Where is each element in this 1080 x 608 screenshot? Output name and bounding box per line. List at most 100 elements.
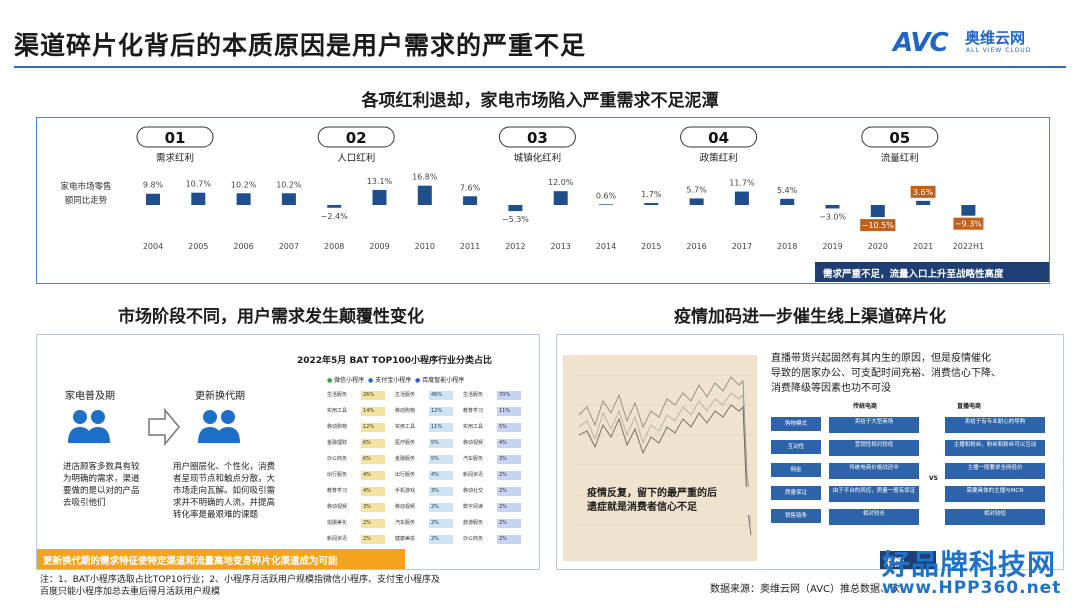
bar-2007	[281, 193, 296, 205]
industry-share: 12%	[361, 423, 385, 432]
description-line: 直播带货兴起固然有其内生的原因，但是疫情催化	[771, 353, 991, 364]
industry-name: 汽车服务	[395, 520, 416, 526]
industry-share: 12%	[429, 407, 453, 416]
industry-share: 5%	[429, 439, 453, 448]
bar-2017	[734, 191, 749, 205]
value-label: −5.3%	[502, 215, 529, 224]
industry-share: 70%	[497, 391, 521, 400]
highlight-label-bg	[910, 185, 936, 198]
retail-growth-chart: 9.8% 2004 10.7% 2005 10.2% 2006 10.2% 2007 −2.4%…	[136, 126, 984, 251]
milestone-label: 人口红利	[337, 152, 375, 164]
value-label: 16.8%	[412, 173, 438, 182]
industry-name: 移动视频	[395, 504, 416, 510]
year-tick: 2017	[732, 242, 752, 251]
industry-share: 2%	[497, 519, 521, 528]
stage2-desc-line: 市场走向瓦解。如何吸引需	[173, 486, 276, 496]
industry-name: 移动社交	[463, 488, 484, 494]
bar-2021	[916, 200, 931, 205]
year-tick: 2016	[686, 242, 706, 251]
baidu-legend-icon: ●	[415, 377, 421, 384]
stage2-desc-line: 用户圈层化、个性化，消费	[173, 462, 276, 472]
bar-2015	[644, 203, 659, 205]
industry-share: 2%	[497, 471, 521, 480]
industry-name: 拍摄美化	[327, 520, 348, 526]
year-tick: 2021	[913, 242, 933, 251]
section3-title: 疫情加码进一步催生线上渠道碎片化	[674, 307, 946, 327]
watermark-text: 好品牌科技网	[882, 548, 1057, 581]
industry-name: 教育学习	[327, 488, 348, 494]
update-stage-banner: 更新换代期的需求特征使特定渠道和流量高地变身碎片化渠道成为可能	[37, 549, 405, 569]
watermark-url: www.HPP360.net	[882, 578, 1062, 598]
stage2-desc-line: 转化率是最艰难的课题	[173, 510, 259, 520]
description-line: 导致的居家办公、可支配时间充裕、消费信心下降、	[771, 368, 1001, 379]
industry-name: 移动购物	[395, 408, 416, 414]
avc-logo: AVC	[893, 28, 949, 58]
value-label: 11.7%	[729, 179, 755, 188]
milestone-label: 政策红利	[700, 152, 738, 164]
stage1-desc-line: 要做的是以对的产品	[63, 486, 140, 496]
value-label: 3.6%	[913, 188, 934, 197]
milestone-number: 01	[165, 129, 186, 147]
industry-name: 移动视频	[463, 440, 484, 446]
industry-name: 数字阅读	[463, 504, 484, 510]
livestream-cell: 卖给于有专业耐心的导购	[945, 417, 1045, 433]
miniapp-table: 生活服务 26% 生活服务 46% 生活服务 70% 实用工具 14% 移动购物 12% 教育学习 1…	[327, 391, 527, 551]
industry-share: 46%	[429, 391, 453, 400]
arrow-right-icon	[148, 407, 180, 447]
industry-name: 出行服务	[395, 472, 416, 478]
year-tick: 2015	[641, 242, 661, 251]
legend-wechat: 微信小程序	[334, 377, 365, 384]
legend-alipay: 支付宝小程序	[375, 377, 412, 384]
year-tick: 2018	[777, 242, 797, 251]
logo-chinese-name: 奥维云网	[965, 29, 1026, 47]
milestone-number: 05	[889, 129, 910, 147]
milestone-label: 需求红利	[156, 152, 194, 164]
bar-2018	[780, 198, 795, 205]
traditional-cell: 由于平台的风控，质量一般有保证	[829, 486, 919, 502]
pandemic-panel: 疫情反复，留下的最严重的后 遗症就是消费者信心不足 直播带货兴起固然有其内生的原…	[556, 334, 1064, 570]
milestone-number: 02	[346, 129, 367, 147]
stage1-desc-line: 去吸引他们	[63, 498, 106, 508]
chart-panel	[36, 117, 1050, 284]
industry-name: 医疗服务	[395, 440, 416, 446]
value-label: 10.2%	[276, 180, 302, 189]
stage2-description: 用户圈层化、个性化，消费 者呈现节点和触点分散，大 市场走向瓦解。如何吸引需 求…	[173, 461, 298, 521]
industry-name: 办公商务	[463, 536, 484, 542]
industry-share: 6%	[361, 455, 385, 464]
industry-name: 实用工具	[463, 424, 484, 430]
pandemic-banner-clip: 疫情	[880, 551, 936, 569]
industry-name: 教育学习	[463, 408, 484, 414]
value-label: 10.7%	[186, 180, 212, 189]
value-label: 5.7%	[686, 185, 707, 194]
industry-name: 移动购物	[327, 424, 348, 430]
bar-2011	[463, 196, 478, 205]
milestone-number: 04	[708, 129, 729, 147]
section1-title: 各项红利退却，家电市场陷入严重需求不足泥潭	[361, 91, 719, 111]
value-label: 10.2%	[231, 180, 257, 189]
industry-share: 2%	[497, 535, 521, 544]
industry-share: 4%	[361, 487, 385, 496]
milestone-label: 城镇化红利	[514, 152, 562, 164]
miniapp-table-title: 2022年5月 BAT TOP100小程序行业分类占比	[297, 356, 493, 366]
livestream-cell: 主播和粉丝，粉丝和粉丝可以互动	[945, 440, 1045, 456]
industry-name: 实用工具	[395, 424, 416, 430]
industry-share: 2%	[429, 535, 453, 544]
livestream-cell: 需要具体的主播与MCN	[945, 486, 1045, 502]
consumer-confidence-chart	[563, 355, 757, 561]
compare-row-label: 销售链条	[771, 509, 821, 523]
traditional-cell: 相对较长	[829, 509, 919, 525]
legend-baidu: 百度智能小程序	[422, 377, 465, 384]
industry-share: 11%	[497, 407, 521, 416]
industry-share: 3%	[497, 455, 521, 464]
industry-share: 5%	[497, 423, 521, 432]
chart-y-label: 家电市场零售 额同比走势	[46, 180, 126, 208]
stage1-label: 家电普及期	[65, 391, 115, 402]
industry-share: 2%	[429, 503, 453, 512]
demand-shortage-banner: 需求严重不足，流量入口上升至战略性高度	[815, 262, 1049, 282]
industry-name: 手机游戏	[395, 488, 416, 494]
bar-2004	[146, 193, 160, 205]
vs-label: VS	[929, 475, 938, 482]
value-label: 7.6%	[460, 183, 481, 192]
bar-2005	[191, 192, 206, 205]
year-tick: 2005	[188, 242, 208, 251]
